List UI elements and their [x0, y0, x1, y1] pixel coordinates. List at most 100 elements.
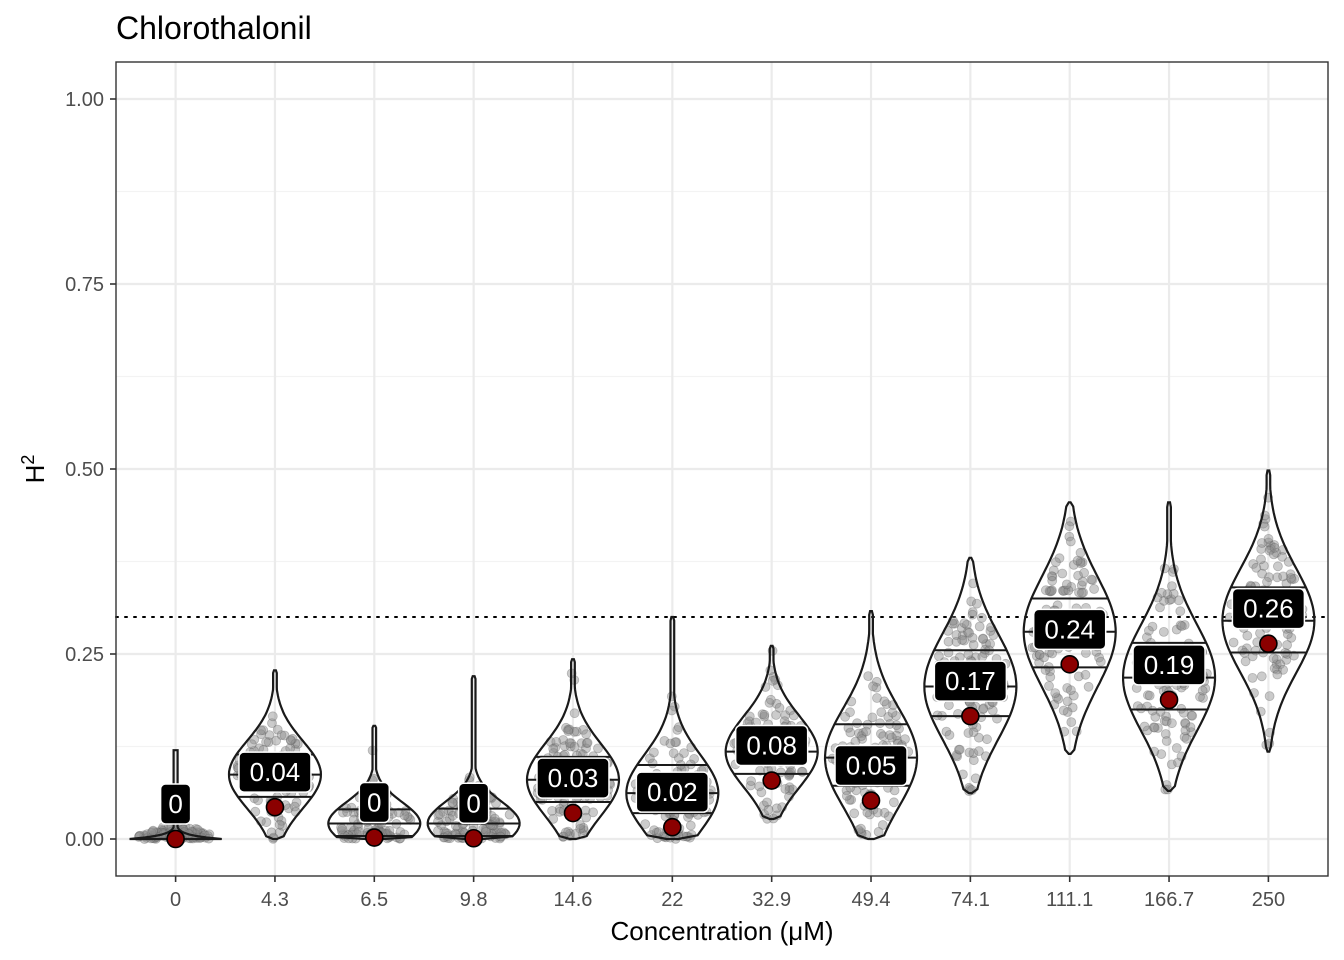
data-label: 0	[358, 781, 391, 824]
data-point	[1240, 656, 1251, 667]
data-point	[1200, 683, 1211, 694]
data-point	[1068, 690, 1079, 701]
data-point	[1282, 629, 1293, 639]
data-point	[575, 823, 586, 834]
data-point	[957, 635, 968, 645]
data-point	[964, 627, 974, 638]
x-tick-label: 14.6	[554, 889, 593, 911]
data-point	[558, 735, 569, 745]
data-point	[285, 743, 296, 754]
data-point	[581, 743, 591, 754]
data-point	[485, 819, 496, 830]
data-point	[968, 748, 979, 759]
data-point	[1066, 685, 1076, 696]
data-point	[961, 619, 972, 630]
data-label-box	[1132, 644, 1206, 686]
data-point	[1063, 585, 1074, 596]
data-point	[967, 607, 978, 617]
data-point	[1186, 710, 1197, 721]
data-point	[1155, 602, 1165, 613]
data-point	[1256, 544, 1267, 554]
data-point	[1175, 606, 1186, 617]
y-axis-title-main: H	[20, 465, 50, 484]
data-point	[849, 808, 860, 819]
data-point	[963, 728, 974, 738]
data-label: 0.19	[1132, 644, 1206, 686]
point-estimate	[563, 803, 583, 823]
data-point	[1176, 621, 1187, 631]
data-point	[1259, 521, 1270, 532]
data-point	[1068, 560, 1079, 570]
data-point	[1066, 717, 1077, 727]
data-point	[943, 636, 954, 647]
data-point	[1242, 630, 1253, 641]
violins	[129, 469, 1316, 849]
data-point	[290, 738, 301, 749]
data-point	[287, 733, 298, 744]
data-point	[982, 734, 992, 745]
data-point	[1257, 538, 1267, 548]
data-point	[1077, 576, 1088, 587]
data-point	[879, 807, 890, 818]
data-point	[249, 734, 260, 745]
data-label-box	[536, 757, 610, 799]
x-tick-label: 49.4	[852, 889, 891, 911]
data-point	[341, 803, 352, 814]
data-point	[1054, 553, 1065, 564]
data-point	[967, 609, 978, 620]
data-point	[1256, 554, 1266, 565]
data-point	[1039, 652, 1049, 663]
data-label: 0	[159, 783, 192, 825]
data-point	[1139, 721, 1150, 732]
data-point	[261, 817, 272, 828]
data-point	[1278, 664, 1288, 675]
data-point	[968, 727, 979, 738]
data-point	[550, 742, 561, 753]
data-point	[1275, 659, 1286, 670]
data-point	[1062, 696, 1073, 707]
data-point	[951, 630, 962, 640]
data-point	[1147, 705, 1158, 716]
data-point	[1132, 701, 1143, 711]
data-point	[672, 725, 683, 735]
data-point	[1171, 624, 1182, 635]
data-point	[875, 718, 885, 729]
data-point	[959, 618, 970, 628]
data-point	[977, 612, 987, 623]
point-estimate	[762, 771, 781, 790]
data-label: 0	[457, 782, 490, 825]
violin-outline	[724, 644, 819, 821]
data-label-text: 0.08	[746, 731, 797, 761]
x-tick-label: 250	[1252, 889, 1285, 911]
y-tick-label: 1.00	[65, 89, 104, 111]
data-point	[956, 623, 967, 633]
data-label-text: 0.03	[548, 763, 599, 793]
data-point	[797, 766, 808, 777]
data-point	[581, 729, 592, 740]
data-point	[1044, 586, 1055, 596]
data-point	[1158, 627, 1169, 637]
data-point	[1058, 586, 1069, 596]
y-axis-title-superscript: 2	[18, 455, 38, 465]
data-point	[571, 726, 582, 737]
data-point	[563, 726, 574, 736]
data-point	[844, 795, 855, 805]
data-point	[852, 718, 862, 729]
y-tick-label: 0.25	[65, 644, 104, 666]
data-point	[435, 809, 445, 820]
data-point	[184, 823, 195, 834]
data-point	[1195, 691, 1205, 702]
data-point	[1057, 568, 1068, 579]
point-estimate	[861, 791, 881, 810]
data-point	[766, 694, 776, 705]
grid	[116, 62, 1328, 876]
data-point	[433, 810, 444, 821]
data-point	[447, 798, 458, 808]
data-point	[1264, 691, 1275, 701]
data-label-box	[159, 783, 192, 825]
data-point	[763, 804, 774, 815]
data-point	[1180, 725, 1191, 736]
data-point	[1142, 725, 1153, 736]
data-point	[267, 718, 277, 728]
data-point	[771, 710, 781, 720]
